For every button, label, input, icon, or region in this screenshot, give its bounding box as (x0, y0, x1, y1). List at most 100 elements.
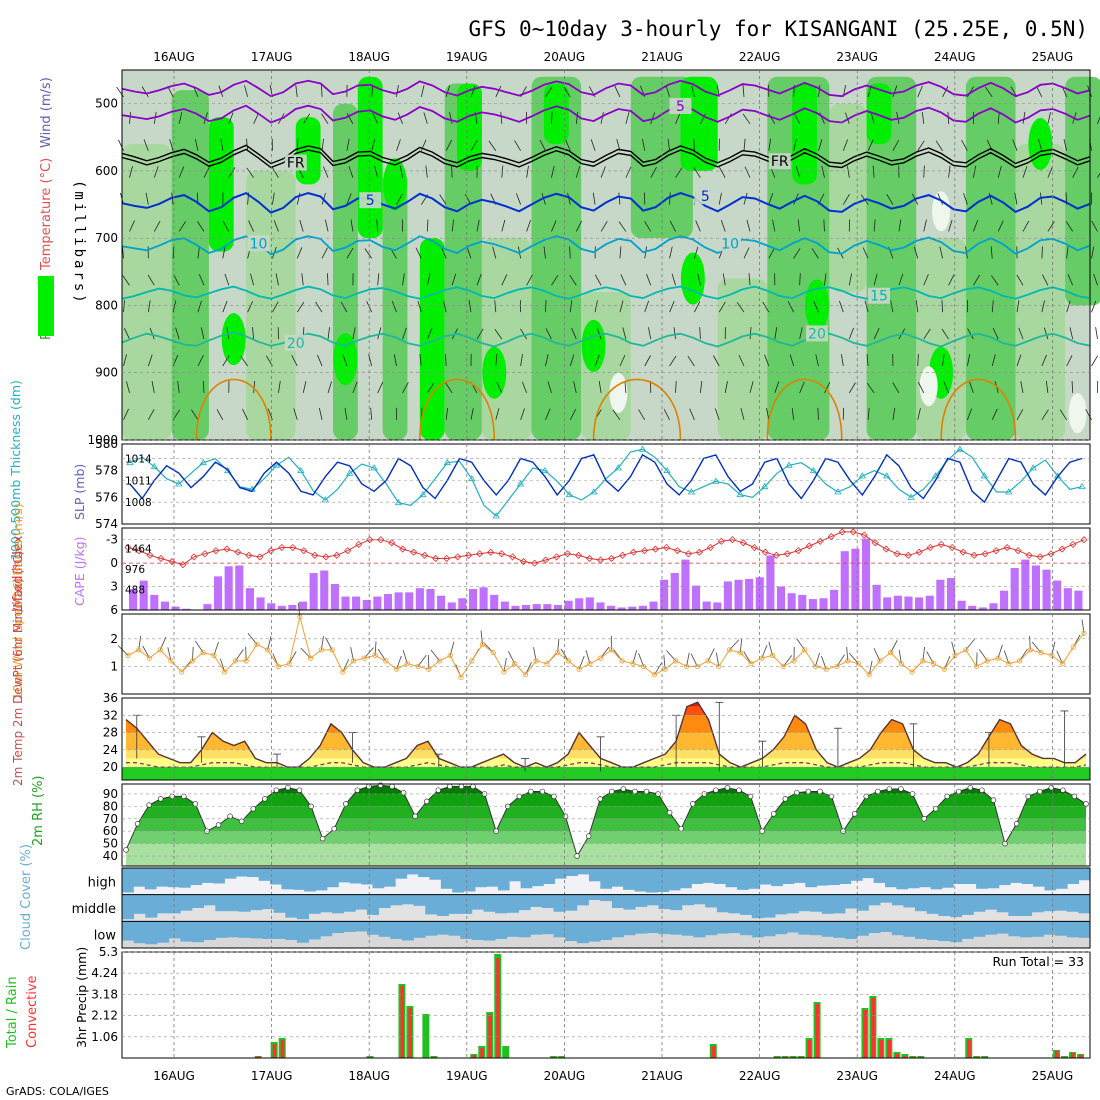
rh-band (246, 170, 296, 440)
wind-speed-point (286, 661, 292, 667)
upper-wind-barb (417, 300, 422, 313)
wind-speed-point (888, 650, 894, 656)
cloud-level-label: middle (72, 902, 116, 917)
upper-wind-barb (768, 247, 776, 259)
lifted-index-point (179, 561, 187, 569)
upper-wind-barb (569, 354, 575, 367)
date-tick-top: 17AUG (251, 50, 293, 64)
upper-wind-barb (917, 353, 919, 367)
upper-wind-barb (669, 220, 676, 232)
rh-point (632, 788, 638, 795)
rh-point (157, 796, 164, 802)
wind-speed-point (200, 650, 206, 656)
cloud-bar-high (349, 868, 362, 884)
cloud-bar-low (122, 921, 135, 941)
lifted-index-point (893, 550, 901, 558)
rh-point (319, 835, 326, 842)
cloud-bar-middle (903, 894, 916, 908)
rh-tick: 60 (103, 824, 118, 838)
rh-tick: 50 (103, 837, 118, 851)
upper-wind-barb (675, 167, 683, 178)
precip-labels: 3hr Precip (mm) Total / Rain Convective (5, 947, 89, 1049)
lifted-index-point (618, 551, 627, 559)
upper-wind-barb (714, 408, 720, 420)
lifted-index-point (904, 551, 912, 559)
cloud-bar-middle (530, 894, 543, 907)
contour-label: FR (771, 154, 789, 170)
upper-wind-barb (1067, 274, 1074, 286)
upper-wind-barb (172, 246, 175, 259)
lifted-index-point (476, 550, 484, 558)
upper-wind-barb (699, 380, 703, 393)
cloud-bar-high (383, 868, 396, 887)
upper-wind-barb (669, 246, 673, 259)
cloud-bar-low (273, 921, 286, 939)
upper-wind-barb (669, 355, 677, 367)
thickness-point (931, 472, 940, 479)
rh-point (689, 801, 696, 807)
cloud-bar-high (1078, 868, 1091, 881)
upper-wind-barb (415, 247, 422, 259)
upper-wind-barb (848, 273, 852, 286)
precip-convective-bar (895, 1054, 899, 1058)
upper-wind-barb (551, 111, 553, 124)
upper-wind-barb (997, 165, 1002, 178)
cape-bar (840, 551, 849, 610)
upper-wind-barb (817, 407, 819, 420)
rh-point (273, 787, 280, 793)
upper-wind-barb (318, 408, 323, 420)
upper-wind-barb (350, 219, 354, 232)
lifted-index-point (882, 545, 890, 553)
upper-wind-barb (449, 112, 453, 124)
upper-wind-barb (302, 381, 307, 393)
thickness-point (565, 490, 574, 498)
cloud-bar-low (705, 921, 718, 936)
credit-label: GrADS: COLA/IGES (6, 1085, 109, 1098)
pressure-tick: 700 (95, 231, 118, 245)
cloud-bar-high (623, 868, 635, 890)
upper-wind-barb (848, 327, 854, 340)
upper-wind-barb (340, 301, 348, 313)
upper-wind-barb (787, 301, 795, 313)
upper-wind-barb (1018, 327, 1024, 340)
upper-wind-barb (1014, 192, 1018, 205)
upper-wind-barb (520, 328, 527, 340)
upper-wind-barb (545, 354, 549, 367)
lifted-index-point (377, 536, 385, 544)
upper-wind-barb (923, 328, 931, 340)
rh-point (1025, 793, 1031, 800)
cloud-bar-middle (401, 894, 414, 905)
upper-wind-barb (991, 275, 999, 286)
contour-label-bg (284, 334, 307, 351)
upper-wind-barb (1091, 300, 1097, 313)
lifted-index-point (531, 559, 539, 567)
li-labels: Lifted Index CAPE (J/kg) (11, 535, 87, 612)
lifted-index-point (520, 558, 528, 566)
cloud-bar-middle (950, 894, 963, 918)
rh-point (470, 783, 476, 790)
contour-label: 10 (721, 236, 739, 252)
cape-bar (394, 592, 403, 610)
wind-speed-point (404, 661, 410, 667)
date-tick-bottom: 18AUG (348, 1069, 390, 1083)
upper-wind-barb (396, 84, 399, 97)
wind-speed-point (340, 669, 346, 675)
lifted-index-point (783, 550, 791, 558)
precip-tick: 5.3 (99, 945, 118, 959)
upper-wind-barb (997, 220, 1004, 232)
upper-wind-barb (295, 84, 298, 97)
rh-band (680, 76, 718, 171)
upper-wind-barb (222, 246, 226, 259)
lifted-index-point (992, 547, 1000, 555)
upper-wind-barb (742, 84, 745, 97)
upper-wind-barb (762, 301, 770, 313)
cape-bar (745, 578, 754, 610)
cape-bar (564, 600, 573, 610)
thickness-point (1078, 482, 1086, 490)
thickness-point (443, 458, 452, 466)
upper-wind-barb (247, 301, 254, 313)
rh-point (724, 784, 731, 791)
rh-point (678, 825, 684, 832)
rh-band (792, 83, 817, 185)
upper-wind-barb (443, 300, 447, 313)
